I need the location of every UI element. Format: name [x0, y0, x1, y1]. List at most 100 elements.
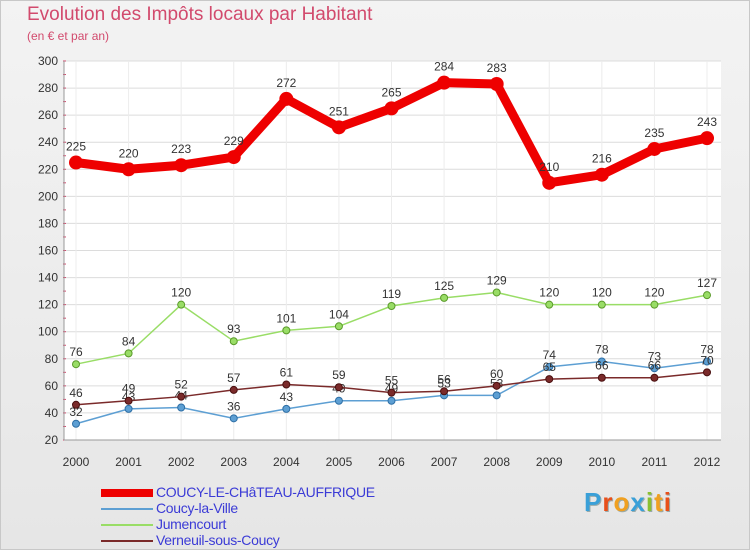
data-label: 119 — [382, 287, 401, 301]
data-point — [650, 364, 659, 373]
legend-swatch — [101, 508, 153, 510]
data-point — [700, 131, 714, 146]
data-point — [282, 404, 291, 413]
data-label: 125 — [434, 279, 454, 293]
data-label: 283 — [487, 61, 507, 75]
legend-label: COUCY-LE-CHâTEAU-AUFFRIQUE — [156, 484, 375, 500]
y-tick-label: 280 — [38, 81, 58, 95]
x-tick-label: 2000 — [63, 455, 90, 469]
y-tick-label: 80 — [45, 352, 59, 366]
data-point — [331, 120, 346, 135]
data-label: 120 — [644, 286, 664, 300]
y-tick-label: 300 — [38, 54, 58, 68]
legend-swatch — [101, 489, 153, 497]
x-tick-label: 2003 — [220, 455, 247, 469]
data-label: 243 — [697, 115, 717, 129]
x-tick-label: 2012 — [694, 455, 721, 469]
data-label: 225 — [66, 140, 86, 154]
data-label: 76 — [69, 345, 83, 359]
data-label: 220 — [119, 146, 139, 160]
data-label: 84 — [122, 334, 136, 348]
y-tick-label: 40 — [45, 406, 59, 420]
chart-subtitle: (en € et par an) — [27, 29, 110, 43]
data-label: 223 — [171, 142, 191, 156]
data-point — [545, 375, 554, 384]
data-label: 36 — [227, 399, 241, 413]
data-point — [545, 300, 554, 309]
proxiti-logo: Proxiti — [584, 487, 672, 517]
data-point — [384, 101, 399, 116]
x-tick-label: 2001 — [115, 455, 142, 469]
legend-label: Coucy-la-Ville — [156, 500, 238, 516]
data-label: 210 — [539, 160, 559, 174]
data-point — [282, 326, 291, 335]
x-tick-label: 2008 — [483, 455, 510, 469]
data-label: 78 — [700, 342, 714, 356]
data-point — [650, 373, 659, 382]
data-label: 265 — [381, 85, 401, 99]
y-tick-label: 260 — [38, 108, 58, 122]
data-label: 120 — [171, 286, 191, 300]
data-label: 272 — [276, 76, 296, 90]
data-point — [703, 357, 711, 366]
data-point — [545, 362, 554, 371]
legend-swatch — [101, 540, 153, 542]
data-point — [282, 380, 291, 389]
data-point — [492, 288, 501, 297]
data-point — [121, 162, 136, 177]
data-label: 60 — [490, 367, 504, 381]
data-point — [387, 388, 396, 397]
data-label: 120 — [539, 286, 559, 300]
data-point — [597, 300, 606, 309]
y-tick-label: 160 — [38, 244, 58, 258]
data-point — [492, 391, 501, 400]
data-point — [72, 360, 80, 369]
data-point — [124, 404, 133, 413]
data-label: 43 — [280, 390, 294, 404]
data-point — [226, 150, 241, 165]
data-point — [229, 414, 238, 423]
data-point — [69, 155, 83, 170]
data-point — [334, 396, 343, 405]
data-point — [492, 381, 501, 390]
data-point — [229, 337, 238, 346]
y-tick-label: 240 — [38, 135, 58, 149]
data-label: 104 — [329, 307, 349, 321]
data-label: 70 — [700, 353, 714, 367]
data-point — [594, 167, 609, 182]
data-point — [440, 293, 449, 302]
data-point — [489, 77, 504, 92]
data-label: 46 — [69, 386, 83, 400]
x-tick-label: 2005 — [326, 455, 353, 469]
data-point — [437, 75, 452, 90]
y-tick-label: 20 — [45, 433, 59, 447]
data-point — [647, 141, 662, 156]
y-tick-label: 60 — [45, 379, 59, 393]
legend-label: Jumencourt — [156, 516, 227, 532]
data-label: 129 — [487, 273, 507, 287]
legend-label: Verneuil-sous-Coucy — [156, 532, 280, 548]
data-label: 229 — [224, 134, 244, 148]
y-tick-label: 140 — [38, 271, 58, 285]
data-label: 32 — [69, 405, 83, 419]
x-tick-label: 2006 — [378, 455, 405, 469]
data-label: 74 — [543, 348, 557, 362]
data-point — [387, 396, 396, 405]
data-label: 61 — [280, 366, 294, 380]
data-point — [650, 300, 659, 309]
data-label: 57 — [227, 371, 241, 385]
data-label: 56 — [437, 372, 451, 386]
x-tick-label: 2010 — [588, 455, 615, 469]
data-point — [279, 91, 294, 106]
data-label: 127 — [697, 276, 717, 290]
data-label: 101 — [276, 311, 296, 325]
data-label: 73 — [648, 349, 662, 363]
legend-swatch — [101, 524, 153, 526]
data-label: 251 — [329, 104, 349, 118]
data-point — [124, 396, 133, 405]
data-point — [334, 383, 343, 392]
data-label: 235 — [644, 126, 664, 140]
data-point — [124, 349, 133, 358]
data-point — [542, 175, 557, 190]
